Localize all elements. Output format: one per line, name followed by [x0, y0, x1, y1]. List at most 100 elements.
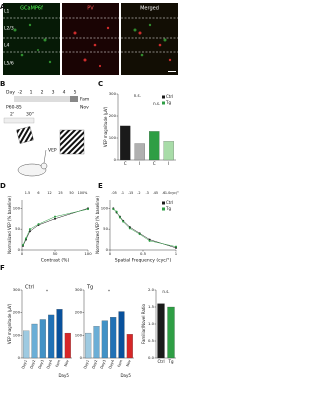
- legend-swatch: [162, 201, 165, 205]
- stimulus-label: .2: [137, 191, 140, 195]
- stimulus-label: 1.5: [25, 191, 30, 195]
- y-tick-label: 300: [109, 91, 117, 96]
- x-axis-label: Contrast (%): [41, 258, 70, 264]
- y-tick-label: 1.0: [148, 321, 155, 326]
- legend-swatch: [162, 207, 165, 211]
- stimulus-label: 100%: [78, 191, 88, 195]
- stimulus-label: 12: [47, 191, 51, 195]
- bar: [64, 332, 71, 359]
- x-tick-label: 50: [53, 251, 58, 256]
- panel-label: B: [0, 80, 5, 88]
- image-title: GCaMP6f: [20, 6, 43, 12]
- day: 4: [63, 90, 66, 96]
- point: [175, 245, 177, 248]
- stimulus-label: .3: [146, 191, 149, 195]
- bar: [93, 326, 100, 359]
- y-tick-label: 100: [101, 205, 109, 210]
- legend-label: Tg: [165, 206, 171, 211]
- novel: Nov: [80, 105, 89, 111]
- series-line: [22, 208, 89, 246]
- day: 3: [52, 90, 55, 96]
- y-tick-label: 0: [18, 247, 21, 252]
- block-time: 2': [10, 112, 14, 118]
- stimulus-label: .15: [128, 191, 133, 195]
- bar: [48, 314, 55, 359]
- recording: VEP: [48, 148, 57, 154]
- image-merged: [121, 3, 178, 75]
- layer-label: L5/6: [4, 61, 14, 67]
- day: 1: [30, 90, 33, 96]
- bar: [120, 125, 131, 161]
- bar: [23, 330, 30, 359]
- electrode: [43, 149, 47, 164]
- x-tick-label: 0: [109, 251, 112, 256]
- y-tick-label: 0: [106, 247, 109, 252]
- annotation: n.s.: [162, 289, 169, 294]
- y-axis-label: VEP magnitude (µV): [103, 106, 108, 147]
- point: [87, 208, 89, 211]
- x-tick-label: I: [168, 161, 169, 166]
- y-tick-label: 50: [103, 226, 108, 231]
- layer-label: L1: [4, 9, 10, 15]
- annotation: n.s.: [153, 101, 160, 106]
- group-label: Day5: [58, 373, 69, 378]
- point: [37, 223, 40, 226]
- scale-bar: [168, 71, 176, 72]
- cells: [73, 26, 172, 68]
- stimulus-label: .1: [121, 191, 124, 195]
- bar: [110, 317, 117, 359]
- series-line: [113, 208, 177, 249]
- x-tick-label: Day4: [108, 359, 115, 370]
- legend-swatch: [162, 101, 165, 105]
- y-tick-label: 200: [109, 113, 117, 118]
- bar: [134, 143, 145, 161]
- chart-title: Tg: [86, 285, 93, 291]
- bar: [85, 332, 92, 359]
- point: [148, 239, 151, 242]
- x-axis-label: Spatial Frequency (cyc/°): [115, 258, 172, 264]
- point: [24, 237, 27, 240]
- mouse: [17, 163, 47, 177]
- series-line: [22, 208, 89, 246]
- day: -2: [18, 90, 23, 96]
- y-axis-label: Normalized VEP (% baseline): [95, 196, 100, 254]
- annotation: n.s.: [134, 93, 141, 98]
- bar: [167, 306, 175, 359]
- x-tick-label: Tg: [168, 359, 174, 364]
- layer-label: L4: [4, 43, 10, 49]
- x-tick-label: Day3: [100, 359, 107, 369]
- stimulus-label: .45: [153, 191, 158, 195]
- bar: [39, 319, 46, 359]
- x-tick-label: C: [153, 161, 156, 166]
- y-tick-label: 0: [80, 355, 83, 360]
- block-bar: [3, 117, 35, 124]
- y-tick-label: 0: [114, 157, 117, 162]
- x-tick-label: Fam: [55, 359, 61, 368]
- stimulus-label: .05: [111, 191, 116, 195]
- bar: [31, 323, 38, 359]
- bar: [56, 309, 63, 359]
- legend-swatch: [162, 95, 165, 99]
- y-axis-label: Familiar/Novel Ratio: [141, 303, 146, 344]
- x-tick-label: Day2: [29, 359, 36, 369]
- image-pv: [62, 3, 119, 75]
- bar: [149, 131, 160, 161]
- point: [54, 217, 56, 220]
- x-tick-label: Nov: [126, 358, 132, 367]
- mouse-head: [40, 162, 48, 170]
- y-tick-label: 200: [75, 310, 83, 315]
- legend-label: Ctrl: [166, 94, 173, 99]
- x-tick-label: C: [124, 161, 127, 166]
- bar: [157, 303, 165, 359]
- bar: [101, 320, 108, 359]
- cells: [13, 23, 167, 64]
- y-tick-label: 50: [15, 226, 20, 231]
- layer-boundaries: [3, 17, 178, 53]
- bar: [163, 141, 174, 161]
- panel-label: D: [0, 182, 6, 190]
- group-label: Day5: [120, 373, 131, 378]
- stimulus-label: 50: [69, 191, 73, 195]
- stimulus-label: 1.0cyc/°: [165, 191, 179, 195]
- x-tick-label: Day2: [91, 359, 98, 369]
